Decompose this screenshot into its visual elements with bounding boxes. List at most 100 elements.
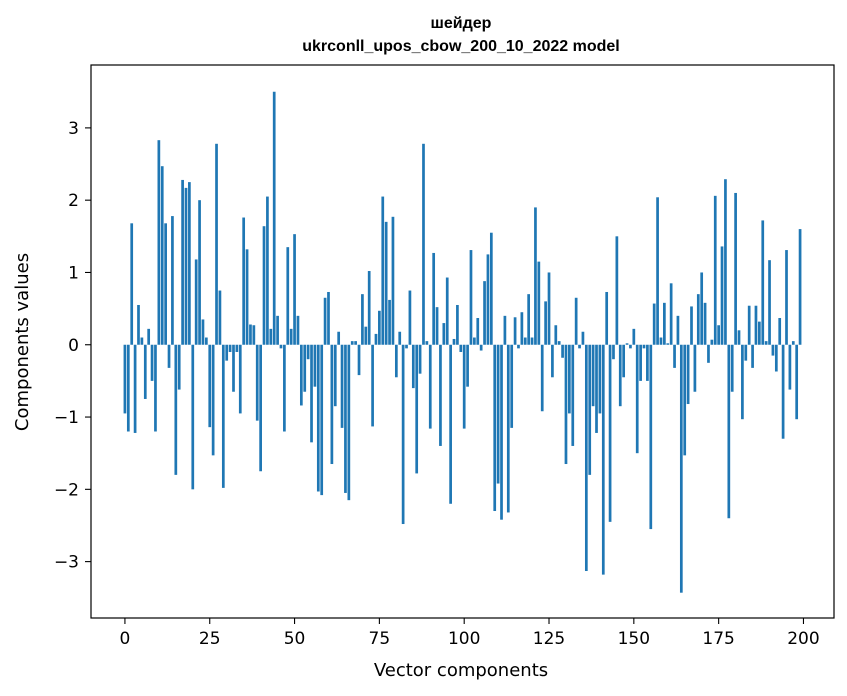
bar [405, 344, 408, 349]
bar [591, 344, 595, 407]
bar [401, 344, 405, 525]
bar [428, 344, 432, 429]
bar [225, 344, 229, 361]
x-tick-label: 100 [448, 629, 480, 649]
bar [137, 304, 140, 345]
bar [374, 333, 378, 345]
x-tick-label: 50 [284, 629, 306, 649]
bar [496, 344, 500, 484]
bar [330, 344, 334, 465]
bar [316, 344, 320, 492]
bar [167, 344, 171, 368]
bar [354, 341, 357, 345]
bar [483, 281, 486, 345]
bar [303, 344, 307, 392]
bar [439, 344, 442, 446]
bar [741, 344, 744, 420]
bar [737, 330, 741, 345]
bar [123, 344, 127, 414]
bar [211, 344, 215, 456]
bar [306, 344, 310, 360]
bar [734, 192, 737, 345]
bar [669, 283, 673, 345]
bar [357, 344, 361, 376]
x-tick-label: 200 [787, 629, 819, 649]
y-tick-label: −2 [54, 480, 79, 500]
bar [347, 344, 351, 501]
bar [432, 252, 436, 345]
bar [724, 179, 727, 345]
x-tick-label: 0 [120, 629, 131, 649]
bar [768, 260, 771, 345]
bar [350, 341, 354, 345]
bar [747, 305, 751, 345]
chart-subtitle: ukrconll_upos_cbow_200_10_2022 model [302, 38, 619, 55]
y-tick-label: −1 [54, 408, 79, 428]
bar [795, 344, 799, 420]
bar [249, 324, 252, 345]
bar [245, 249, 249, 345]
bar [578, 344, 581, 349]
bar [564, 344, 568, 465]
bar [584, 344, 588, 572]
bar [228, 344, 232, 352]
bar [646, 344, 649, 381]
bar [422, 143, 425, 345]
bar [462, 344, 466, 429]
bar [530, 337, 534, 345]
bar [506, 344, 510, 513]
bar [391, 216, 395, 345]
bar [398, 331, 402, 345]
bar [174, 344, 178, 475]
bar [456, 304, 459, 345]
x-tick-label: 125 [533, 629, 565, 649]
bar [299, 344, 303, 406]
bar [574, 297, 578, 345]
bar [130, 223, 134, 345]
bar [381, 196, 385, 345]
bar [215, 143, 218, 345]
x-axis-label: Vector components [374, 660, 548, 681]
bar [232, 344, 235, 392]
bar [252, 325, 256, 345]
bar [476, 318, 480, 345]
bar [394, 344, 398, 378]
bar [615, 236, 619, 345]
bar [666, 343, 670, 345]
bar [785, 250, 788, 345]
bar [435, 307, 439, 345]
bar [293, 234, 296, 345]
bar [218, 290, 222, 345]
bar [625, 343, 629, 345]
bar [717, 325, 720, 345]
bar [642, 344, 646, 349]
bar [466, 344, 469, 387]
bar [517, 344, 520, 349]
bar [415, 344, 419, 474]
bar [364, 326, 368, 345]
bar [198, 200, 201, 345]
bar [720, 246, 724, 345]
bar [754, 305, 758, 345]
bar [679, 344, 683, 593]
chart-title: шейдер [431, 15, 492, 32]
x-tick-label: 75 [369, 629, 391, 649]
bar [605, 291, 609, 345]
bar [764, 341, 768, 345]
bar [540, 344, 544, 412]
bar [744, 344, 748, 361]
bar [652, 303, 656, 345]
bar [289, 328, 293, 345]
bar [601, 344, 605, 575]
bar [143, 344, 147, 399]
plot-frame [90, 64, 835, 619]
bar [154, 344, 157, 432]
bar [713, 195, 717, 345]
x-tick-label: 150 [618, 629, 650, 649]
bar [238, 344, 242, 414]
bar [133, 344, 137, 433]
bar [520, 312, 524, 345]
bar [547, 272, 551, 345]
bar [537, 261, 541, 345]
bar [384, 221, 388, 345]
